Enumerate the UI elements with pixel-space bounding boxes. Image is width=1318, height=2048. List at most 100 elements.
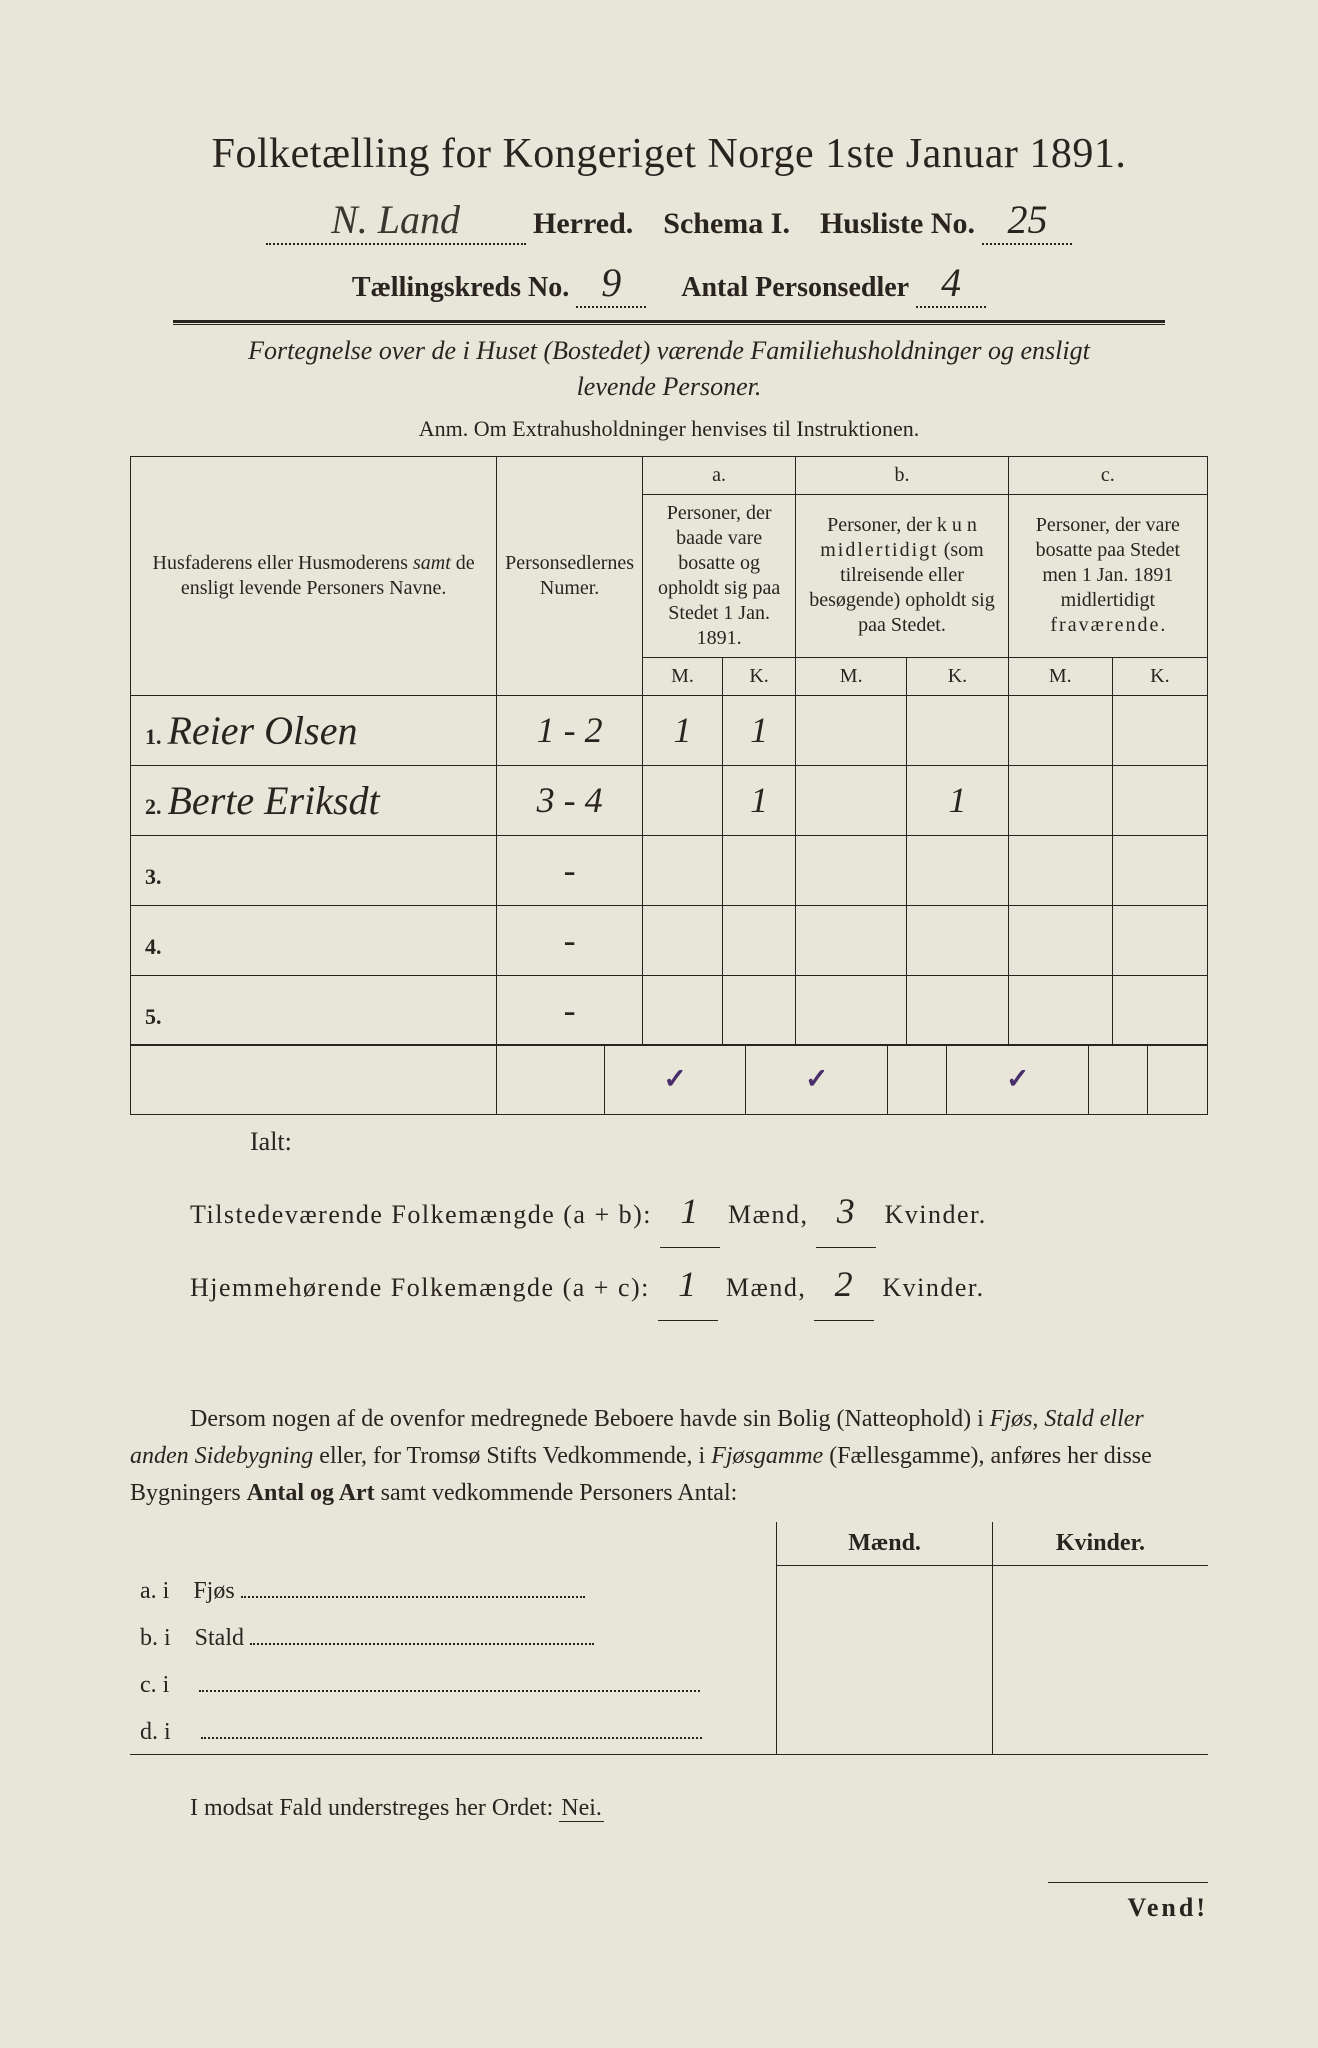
tick-a-m: ✓ [604,1044,746,1114]
side-k-cell [992,1566,1208,1613]
schema-label: Schema I. [663,207,790,240]
b-k-cell [907,975,1009,1045]
b-k-cell: 1 [907,765,1009,835]
col-numer-header: Personsedlernes Numer. [497,456,643,695]
tot-kvinder2: Kvinder. [882,1273,984,1302]
kreds-no: 9 [576,259,646,308]
side-label: a. i Fjøs [130,1566,777,1613]
name-cell: 4. [131,905,497,975]
table-row: 2.Berte Eriksdt3 - 411 [131,765,1208,835]
side-maend-header: Mænd. [777,1522,993,1566]
nei-word: Nei. [559,1795,604,1822]
a-k-cell [722,975,795,1045]
side-kvinder-header: Kvinder. [992,1522,1208,1566]
tot2-m: 1 [658,1248,718,1321]
name-cell: 2.Berte Eriksdt [131,765,497,835]
name-cell: 5. [131,975,497,1045]
b-m-header: M. [796,657,907,695]
name-cell: 1.Reier Olsen [131,695,497,765]
b-k-cell [907,695,1009,765]
ialt-label: Ialt: [250,1127,1208,1157]
c-m-cell [1008,835,1112,905]
household-table: Husfaderens eller Husmoderens samt de en… [130,456,1208,1046]
tot1-k: 3 [816,1175,876,1248]
kreds-label: Tællingskreds No. [352,272,569,303]
side-m-cell [777,1660,993,1707]
numer-cell: 1 - 2 [497,695,643,765]
col-a-label: a. [643,456,796,494]
totals-line-2: Hjemmehørende Folkemængde (a + c): 1 Mæn… [190,1248,1208,1321]
side-k-cell [992,1707,1208,1755]
side-row: b. i Stald [130,1613,1208,1660]
b-m-cell [796,695,907,765]
a-m-cell: 1 [643,695,723,765]
a-m-cell [643,765,723,835]
tick-row: ✓ ✓ ✓ [130,1044,1208,1115]
side-k-cell [992,1613,1208,1660]
c-m-cell [1008,765,1112,835]
numer-cell: - [497,905,643,975]
c-m-cell [1008,695,1112,765]
totals-block: Tilstedeværende Folkemængde (a + b): 1 M… [190,1175,1208,1321]
antal-label: Antal Personsedler [681,272,909,303]
col-b-label: b. [796,456,1009,494]
b-m-cell [796,765,907,835]
side-row: c. i [130,1660,1208,1707]
a-m-header: M. [643,657,723,695]
numer-cell: - [497,835,643,905]
tot2-label: Hjemmehørende Folkemængde (a + c): [190,1273,650,1302]
subtitle-1: Fortegnelse over de i Huset (Bostedet) v… [248,336,1090,365]
side-m-cell [777,1707,993,1755]
herred-label: Herred. [533,207,633,240]
table-row: 1.Reier Olsen1 - 211 [131,695,1208,765]
tot2-k: 2 [814,1248,874,1321]
col-a-text: Personer, der baade vare bosatte og opho… [643,494,796,657]
c-k-cell [1112,695,1207,765]
subtitle: Fortegnelse over de i Huset (Bostedet) v… [130,333,1208,406]
a-k-header: K. [722,657,795,695]
tot-maend2: Mænd, [726,1273,806,1302]
b-k-cell [907,835,1009,905]
herred-value: N. Land [266,196,526,245]
a-m-cell [643,975,723,1045]
side-row: d. i [130,1707,1208,1755]
tick-a-k: ✓ [746,1044,888,1114]
col-c-text: Personer, der vare bosatte paa Stedet me… [1008,494,1207,657]
tot-maend: Mænd, [728,1200,808,1229]
b-k-header: K. [907,657,1009,695]
c-k-cell [1112,905,1207,975]
a-k-cell: 1 [722,695,795,765]
b-m-cell [796,835,907,905]
fjos-paragraph: Dersom nogen af de ovenfor medregnede Be… [130,1401,1208,1513]
col-c-label: c. [1008,456,1207,494]
name-cell: 3. [131,835,497,905]
col-b-text: Personer, der k u n midlertidigt (som ti… [796,494,1009,657]
nei-text: I modsat Fald understreges her Ordet: [190,1795,553,1821]
tot-kvinder: Kvinder. [884,1200,986,1229]
husliste-label: Husliste No. [820,207,975,240]
c-k-cell [1112,975,1207,1045]
a-k-cell [722,905,795,975]
b-m-cell [796,975,907,1045]
table-row: 3.- [131,835,1208,905]
side-k-cell [992,1660,1208,1707]
side-label: c. i [130,1660,777,1707]
c-k-cell [1112,835,1207,905]
b-k-cell [907,905,1009,975]
tot1-m: 1 [660,1175,720,1248]
nei-line: I modsat Fald understreges her Ordet: Ne… [130,1795,1208,1822]
kreds-line: Tællingskreds No. 9 Antal Personsedler 4 [130,259,1208,308]
side-m-cell [777,1566,993,1613]
a-m-cell [643,905,723,975]
side-m-cell [777,1613,993,1660]
col-names-header: Husfaderens eller Husmoderens samt de en… [131,456,497,695]
tot1-label: Tilstedeværende Folkemængde (a + b): [190,1200,652,1229]
husliste-no: 25 [982,196,1072,245]
herred-line: N. Land Herred. Schema I. Husliste No. 2… [130,196,1208,245]
table-row: 5.- [131,975,1208,1045]
divider [173,320,1165,325]
side-label: d. i [130,1707,777,1755]
b-m-cell [796,905,907,975]
subtitle-2: levende Personer. [577,372,762,401]
side-label: b. i Stald [130,1613,777,1660]
